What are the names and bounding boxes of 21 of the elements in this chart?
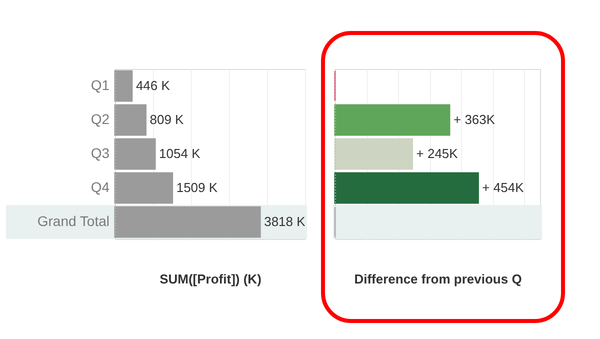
data-label: 1054 K bbox=[159, 146, 201, 161]
data-label: + 454K bbox=[482, 180, 524, 195]
data-label: 3818 K bbox=[264, 214, 306, 229]
y-tick-label: Q3 bbox=[90, 145, 110, 161]
data-label: + 245K bbox=[416, 146, 458, 161]
bar bbox=[114, 104, 146, 136]
y-tick-label: Q1 bbox=[90, 77, 110, 93]
data-label: 446 K bbox=[136, 78, 170, 93]
bar bbox=[114, 138, 156, 170]
data-label: + 363K bbox=[453, 112, 496, 127]
data-label: 809 K bbox=[150, 112, 184, 127]
y-tick-label: Q2 bbox=[90, 111, 110, 127]
x-axis-title: Difference from previous Q bbox=[354, 272, 522, 286]
bar bbox=[334, 138, 414, 170]
bar bbox=[114, 70, 133, 102]
y-tick-label: Q4 bbox=[90, 179, 110, 195]
data-label: 1509 K bbox=[176, 180, 218, 195]
bar bbox=[114, 172, 174, 204]
bar bbox=[334, 104, 450, 136]
y-tick-label: Grand Total bbox=[37, 213, 110, 229]
x-axis-title: SUM([Profit]) (K) bbox=[160, 272, 262, 286]
